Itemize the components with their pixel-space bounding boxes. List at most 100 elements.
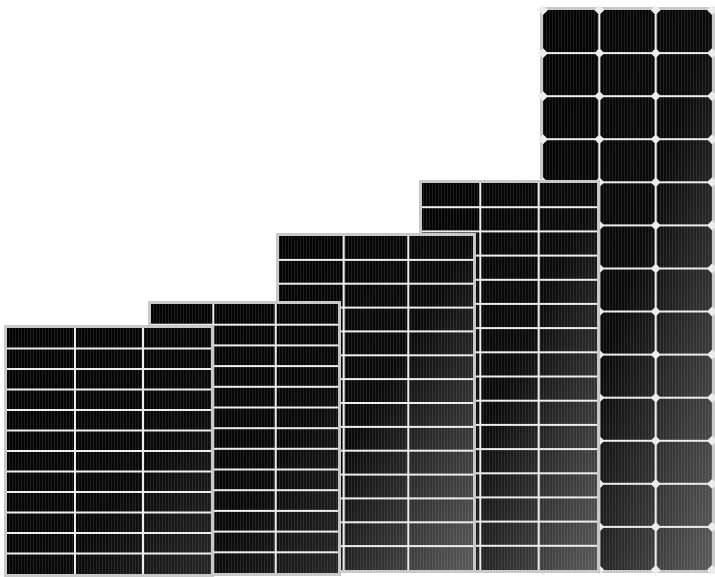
- row-separator: [422, 520, 597, 523]
- row-separator: [151, 385, 338, 388]
- cell-corner-chamfer: [538, 134, 548, 145]
- row-separator: [422, 399, 597, 402]
- cell-corner-chamfer: [538, 91, 548, 102]
- row-separator: [279, 497, 473, 500]
- cell-corner-chamfer: [707, 565, 715, 575]
- cell-corner-chamfer: [650, 521, 661, 532]
- row-separator: [543, 525, 712, 528]
- row-separator: [422, 327, 597, 330]
- row-separator: [7, 450, 211, 452]
- cell-corner-chamfer: [650, 349, 661, 360]
- cell-corner-chamfer: [650, 565, 661, 575]
- cell-corner-chamfer: [707, 392, 715, 403]
- row-separator: [279, 473, 473, 476]
- cell-corner-chamfer: [707, 134, 715, 145]
- cell-corner-chamfer: [650, 306, 661, 317]
- row-separator: [151, 344, 338, 347]
- row-separator: [279, 306, 473, 309]
- row-separator: [422, 351, 597, 354]
- row-separator: [279, 402, 473, 404]
- cell-corner-chamfer: [707, 521, 715, 532]
- cell-corner-chamfer: [650, 220, 661, 231]
- row-separator: [543, 310, 712, 313]
- row-separator: [7, 511, 211, 514]
- row-separator: [279, 378, 473, 381]
- row-separator: [151, 427, 338, 430]
- row-separator: [151, 406, 338, 409]
- row-separator: [543, 95, 712, 98]
- row-separator: [422, 496, 597, 499]
- row-separator: [543, 439, 712, 442]
- cell-corner-chamfer: [650, 48, 661, 59]
- row-separator: [7, 347, 211, 350]
- row-separator: [151, 489, 338, 492]
- row-separator: [422, 544, 597, 547]
- row-separator: [7, 368, 211, 370]
- cell-corner-chamfer: [650, 134, 661, 145]
- row-separator: [7, 429, 211, 432]
- row-separator: [422, 423, 597, 426]
- row-separator: [7, 552, 211, 555]
- row-separator: [543, 181, 712, 184]
- cell-corner-chamfer: [707, 220, 715, 231]
- cell-corner-chamfer: [707, 263, 715, 274]
- row-separator: [543, 396, 712, 399]
- column-separator: [654, 10, 657, 570]
- row-separator: [279, 354, 473, 357]
- row-separator: [543, 52, 712, 55]
- cell-corner-chamfer: [707, 478, 715, 489]
- cell-corner-chamfer: [594, 91, 605, 102]
- row-separator: [151, 509, 338, 512]
- cell-corner-chamfer: [650, 392, 661, 403]
- cell-corner-chamfer: [707, 306, 715, 317]
- cell-corner-chamfer: [594, 48, 605, 59]
- cell-corner-chamfer: [650, 263, 661, 274]
- row-separator: [279, 521, 473, 524]
- cell-corner-chamfer: [650, 91, 661, 102]
- row-separator: [151, 530, 338, 533]
- row-separator: [279, 282, 473, 285]
- cell-corner-chamfer: [650, 435, 661, 446]
- row-separator: [422, 375, 597, 378]
- cell-corner-chamfer: [594, 134, 605, 145]
- cell-corner-chamfer: [707, 349, 715, 360]
- row-separator: [7, 409, 211, 411]
- row-separator: [422, 472, 597, 475]
- cell-corner-chamfer: [707, 5, 715, 15]
- cell-corner-chamfer: [594, 5, 605, 15]
- row-separator: [422, 448, 597, 451]
- cell-corner-chamfer: [538, 48, 548, 59]
- row-separator: [543, 224, 712, 227]
- row-separator: [151, 468, 338, 471]
- row-separator: [151, 323, 338, 326]
- cell-corner-chamfer: [707, 91, 715, 102]
- row-separator: [279, 425, 473, 428]
- row-separator: [151, 365, 338, 368]
- row-separator: [422, 254, 597, 257]
- row-separator: [151, 447, 338, 450]
- row-separator: [7, 388, 211, 391]
- cell-corner-chamfer: [707, 435, 715, 446]
- row-separator: [422, 302, 597, 305]
- cell-corner-chamfer: [707, 177, 715, 188]
- row-separator: [7, 470, 211, 473]
- panel-1: [4, 325, 214, 577]
- column-separator: [274, 304, 277, 573]
- cell-corner-chamfer: [650, 177, 661, 188]
- row-separator: [422, 278, 597, 281]
- row-separator: [279, 545, 473, 548]
- cell-corner-chamfer: [538, 5, 548, 15]
- row-separator: [279, 330, 473, 333]
- cell-corner-chamfer: [707, 48, 715, 59]
- row-separator: [543, 267, 712, 270]
- cell-corner-chamfer: [650, 478, 661, 489]
- row-separator: [7, 491, 211, 493]
- row-separator: [543, 138, 712, 141]
- row-separator: [543, 482, 712, 485]
- cell-corner-chamfer: [650, 5, 661, 15]
- row-separator: [7, 532, 211, 534]
- row-separator: [279, 258, 473, 261]
- row-separator: [279, 449, 473, 452]
- row-separator: [151, 551, 338, 554]
